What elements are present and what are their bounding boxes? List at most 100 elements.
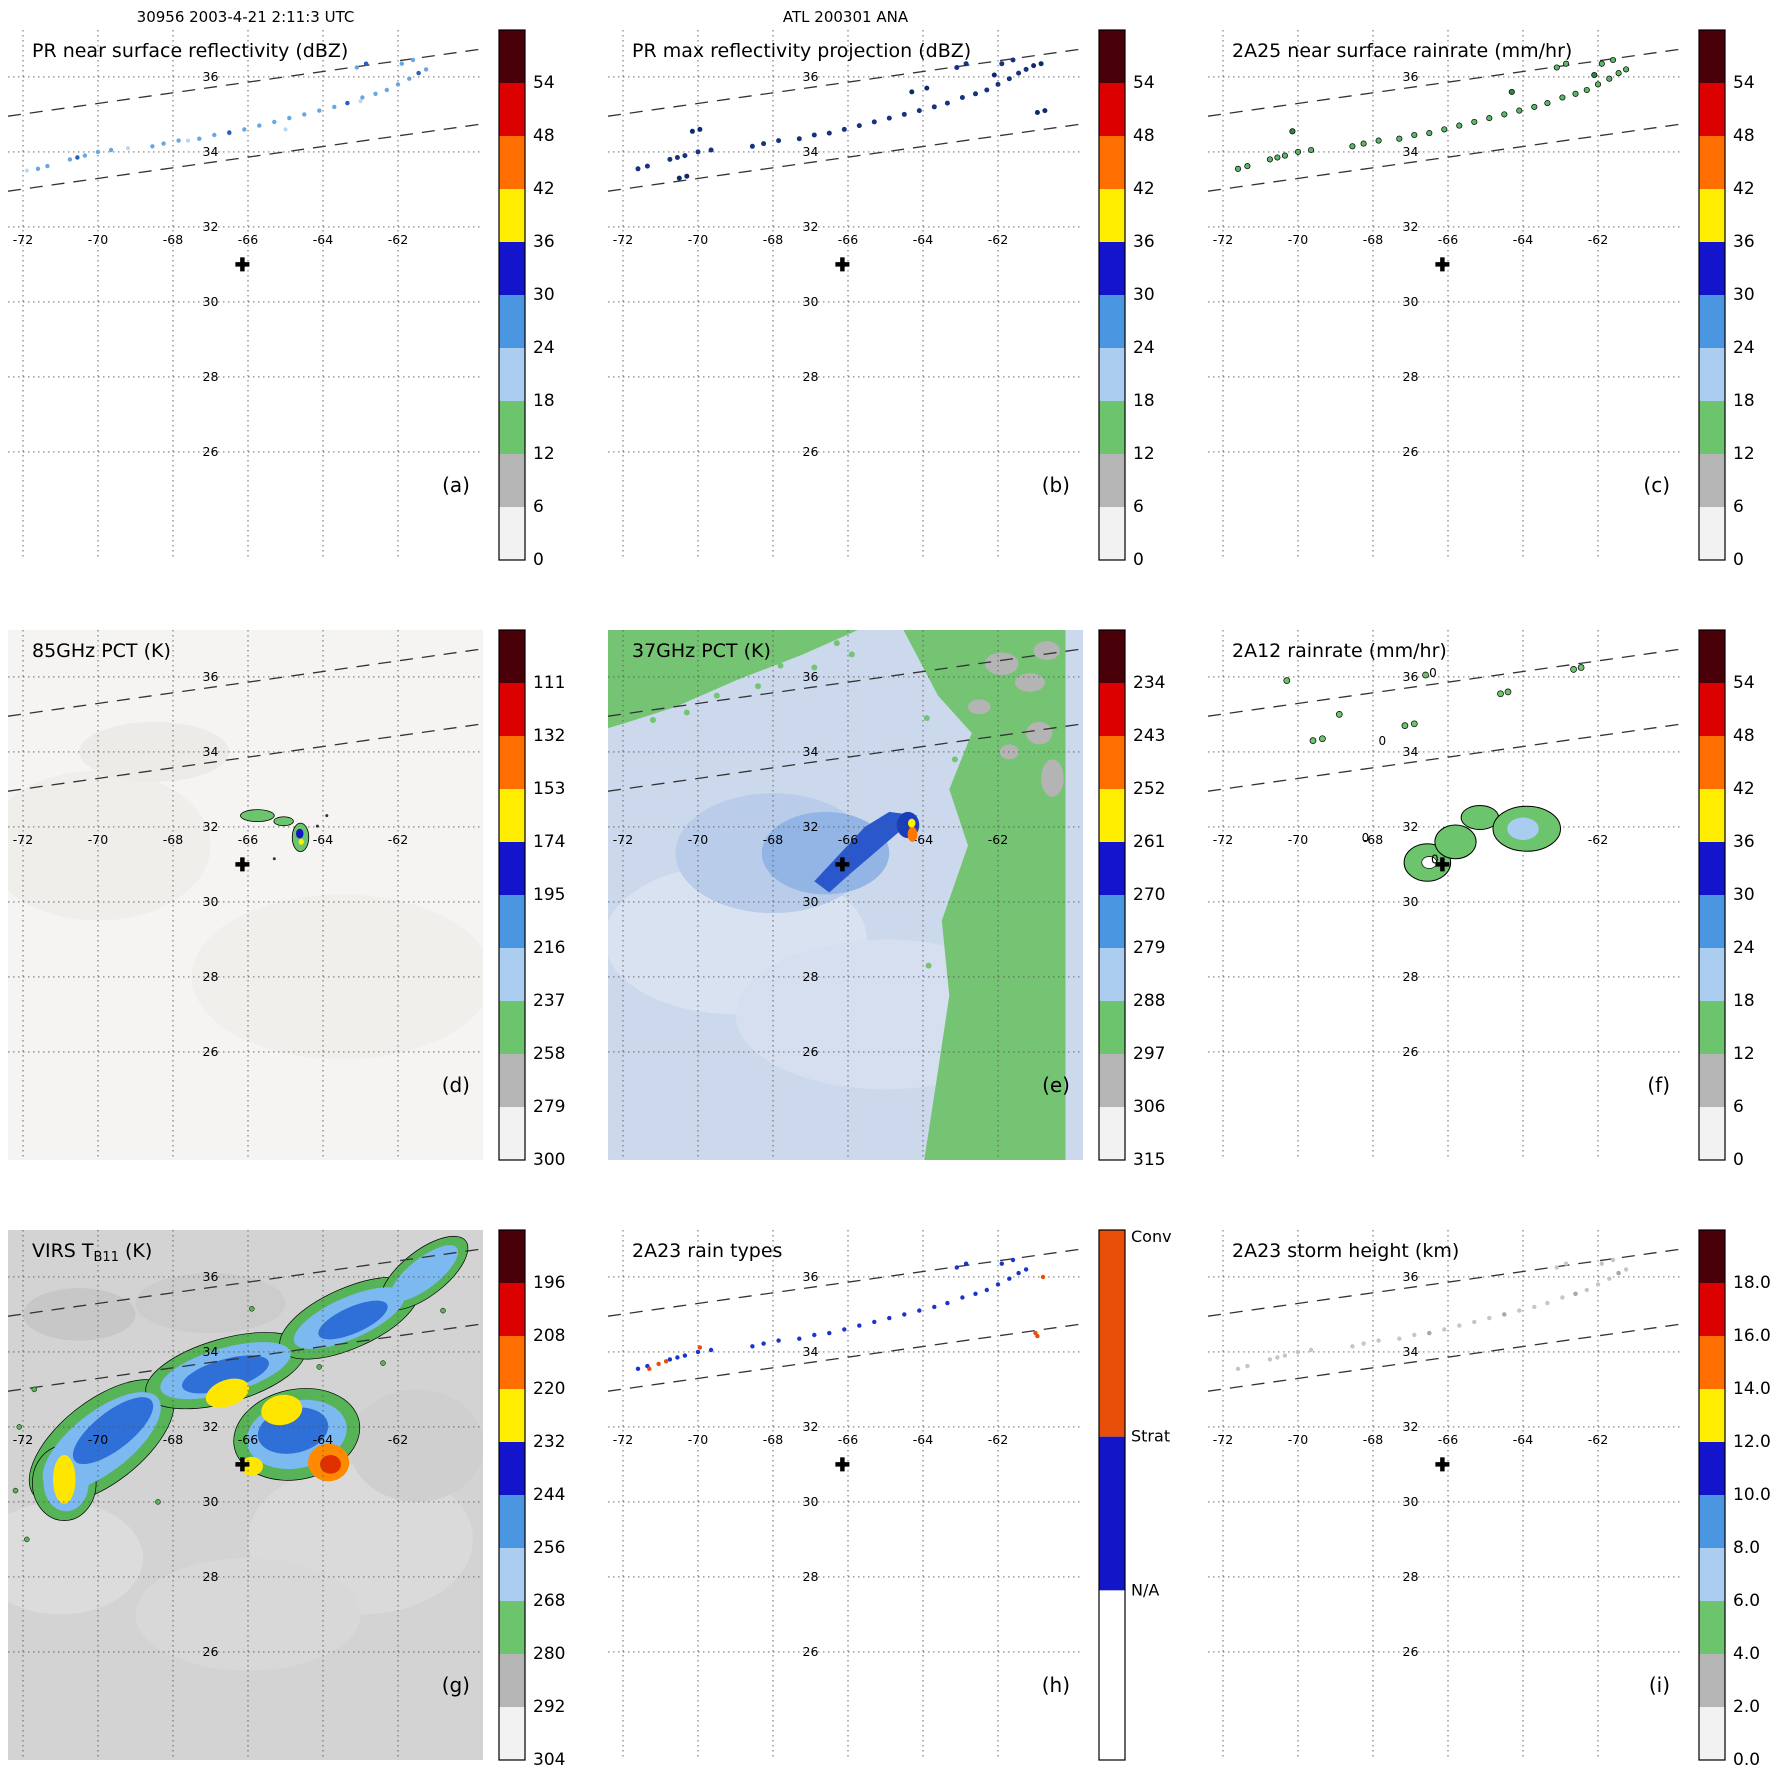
data-pixel	[749, 143, 755, 149]
data-pixel	[1274, 154, 1281, 161]
data-pixel	[161, 141, 166, 146]
data-pixel	[1610, 1257, 1616, 1263]
lat-tick-label: 28	[1403, 969, 1419, 984]
data-pixel	[995, 81, 1001, 87]
lat-tick-label: 28	[203, 969, 219, 984]
colorbar-tick: 42	[533, 179, 555, 199]
panel-a: -72 -70 -68 -66 -64 -62 26 28 30 32 34 36 PR near su…	[8, 29, 608, 578]
data-pixel	[399, 61, 404, 66]
data-pixel	[1501, 111, 1508, 118]
data-pixel	[410, 57, 416, 63]
data-pixel	[1508, 88, 1515, 95]
colorbar-tick: 14.0	[1733, 1379, 1771, 1399]
panel-title: PR near surface reflectivity (dBZ)	[32, 40, 348, 62]
map-c: -72 -70 -68 -66 -64 -62 26 28 30 32 34 36 2A25 near …	[1208, 30, 1683, 560]
data-pixel	[856, 123, 862, 129]
data-pixel	[682, 1353, 688, 1358]
data-pixel	[373, 91, 378, 96]
data-pixel	[1040, 1274, 1046, 1280]
data-pixel	[1375, 137, 1382, 144]
data-pixel	[150, 144, 155, 149]
colorbar-tick: 54	[1133, 73, 1155, 93]
lon-tick-label: -70	[688, 232, 708, 247]
colorbar-h: Conv Strat N/A	[1098, 1227, 1172, 1761]
colorbar-tick: 216	[533, 938, 565, 958]
panel-title: 2A25 near surface rainrate (mm/hr)	[1232, 40, 1572, 62]
data-pixel	[954, 65, 960, 70]
colorbar-tick: 54	[1733, 73, 1755, 93]
colorbar-tick: 36	[1133, 232, 1155, 252]
swath-edge-line	[608, 648, 1083, 717]
data-pixel	[708, 1347, 714, 1353]
lon-tick-label: -68	[163, 832, 183, 847]
lat-tick-label: 34	[203, 144, 219, 159]
colorbar-tick: 244	[533, 1485, 565, 1505]
data-pixel	[1349, 143, 1356, 150]
storm-center-marker	[235, 1457, 250, 1472]
map-g: -72 -70 -68 -66 -64 -62 26 28 30 32 34 36 VIRS TB11 …	[8, 1230, 483, 1760]
data-pixel	[31, 1386, 38, 1393]
data-pixel	[1504, 688, 1512, 696]
colorbar-tick: 18.0	[1733, 1273, 1771, 1293]
storm-center-marker	[235, 257, 250, 272]
lat-tick-label: 26	[1403, 1044, 1419, 1059]
data-pixel	[901, 111, 907, 117]
data-pixel	[887, 1315, 892, 1321]
data-pixel	[1517, 1308, 1522, 1313]
swath-edge-line	[1208, 723, 1683, 792]
data-pixel	[683, 709, 690, 716]
panel-d: -72 -70 -68 -66 -64 -62 26 28 30 32 34 36 85GHz PCT …	[8, 629, 608, 1178]
data-pixel	[944, 100, 950, 106]
swath-edge-line	[1208, 648, 1683, 717]
data-pixel	[1335, 711, 1343, 718]
data-pixel	[1023, 66, 1029, 72]
panel-letter: (a)	[442, 473, 470, 497]
data-pixel	[675, 1355, 680, 1360]
data-pixel	[917, 1308, 922, 1313]
data-pixel	[360, 95, 365, 100]
data-pixel	[1560, 1295, 1565, 1300]
data-pixel	[1559, 94, 1566, 101]
data-pixel	[973, 1291, 978, 1296]
data-pixel	[1283, 677, 1291, 684]
data-pixel	[1401, 722, 1409, 729]
lon-tick-label: -68	[163, 1432, 183, 1447]
data-pixel	[1282, 1353, 1288, 1358]
field-region	[908, 818, 916, 828]
lat-tick-label: 26	[803, 444, 819, 459]
panel-letter: (e)	[1042, 1073, 1070, 1097]
lat-tick-label: 32	[1403, 219, 1419, 234]
data-pixel	[45, 163, 50, 169]
swath-edge-line	[608, 1323, 1083, 1392]
data-pixel	[842, 1327, 847, 1332]
data-pixel	[1031, 63, 1037, 69]
data-pixel	[1623, 1267, 1629, 1272]
panel-letter: (d)	[442, 1073, 470, 1097]
map-a: -72 -70 -68 -66 -64 -62 26 28 30 32 34 36 PR near su…	[8, 30, 483, 560]
lat-tick-label: 26	[203, 444, 219, 459]
lat-tick-label: 36	[203, 1269, 219, 1284]
data-pixel	[302, 112, 307, 117]
field-region	[191, 894, 483, 1060]
data-pixel	[909, 89, 915, 95]
colorbar-tick: 196	[533, 1273, 565, 1293]
data-pixel	[272, 857, 276, 861]
panel-title: VIRS TB11 (K)	[32, 1240, 152, 1265]
colorbar-tick: 270	[1133, 885, 1165, 905]
lat-tick-label: 32	[1403, 819, 1419, 834]
field-region	[814, 811, 918, 893]
data-pixel	[1308, 1347, 1314, 1353]
data-pixel	[924, 85, 930, 91]
colorbar-tick: 24	[1133, 338, 1155, 358]
data-pixel	[283, 127, 288, 132]
data-pixel	[960, 1295, 965, 1300]
colorbar-tick: 12	[533, 444, 555, 464]
data-pixel	[931, 104, 937, 110]
data-pixel	[1350, 1344, 1355, 1349]
data-pixel	[272, 119, 277, 125]
data-pixel	[963, 61, 969, 67]
data-pixel	[380, 1360, 386, 1366]
panel-title: 2A12 rainrate (mm/hr)	[1232, 640, 1447, 662]
data-pixel	[713, 692, 720, 699]
lat-tick-label: 34	[203, 1344, 219, 1359]
